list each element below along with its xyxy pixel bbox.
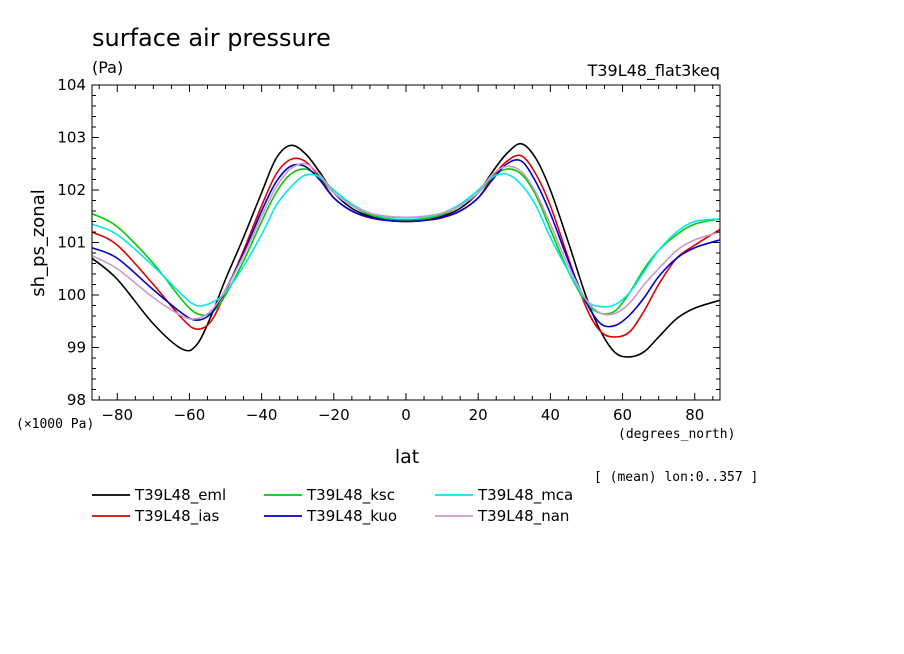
legend-label-T39L48_ksc: T39L48_ksc (306, 486, 395, 505)
plot-lines (91, 142, 721, 358)
experiment-label: T39L48_flat3keq (587, 61, 720, 81)
y-axis-label: sh_ps_zonal (28, 189, 49, 297)
series-line-T39L48_kuo (91, 159, 721, 328)
x-units-label: (degrees_north) (618, 427, 735, 442)
y-scale-label: (×1000 Pa) (16, 417, 94, 432)
x-tick-label: 40 (541, 406, 560, 424)
series-line-T39L48_ias (91, 154, 721, 338)
y-tick-label: 100 (57, 286, 86, 304)
series-line-T39L48_ksc (91, 168, 721, 317)
axis-ticks: −80 −60 −40 −20 0 20 40 60 80 98 99 100 101 102 103 104 (57, 76, 720, 424)
series-line-T39L48_nan (91, 162, 721, 320)
x-tick-label: −40 (246, 406, 278, 424)
y-tick-label: 104 (57, 76, 86, 94)
plot-frame (91, 84, 721, 401)
legend: T39L48_eml T39L48_ias T39L48_ksc T39L48_kuo… (92, 486, 573, 526)
series-line-T39L48_mca (91, 172, 721, 308)
y-tick-label: 99 (67, 339, 86, 357)
legend-label-T39L48_kuo: T39L48_kuo (306, 507, 397, 526)
y-tick-label: 103 (57, 129, 86, 147)
mean-note: [ (mean) lon:0..357 ] (594, 470, 758, 485)
legend-label-T39L48_mca: T39L48_mca (477, 486, 573, 505)
x-tick-label: 60 (613, 406, 632, 424)
legend-label-T39L48_nan: T39L48_nan (477, 507, 569, 526)
x-tick-label: −20 (318, 406, 350, 424)
legend-label-T39L48_eml: T39L48_eml (134, 486, 226, 505)
x-axis-label: lat (395, 446, 419, 468)
y-tick-label: 101 (57, 234, 86, 252)
x-tick-label: 0 (401, 406, 411, 424)
legend-label-T39L48_ias: T39L48_ias (134, 507, 220, 526)
x-tick-label: 80 (685, 406, 704, 424)
x-tick-label: −60 (174, 406, 206, 424)
chart-units: (Pa) (92, 58, 123, 77)
y-tick-label: 98 (67, 391, 86, 409)
x-tick-label: −80 (101, 406, 133, 424)
chart-title: surface air pressure (92, 24, 331, 52)
series-line-T39L48_eml (91, 142, 721, 358)
x-tick-label: 20 (469, 406, 488, 424)
y-tick-label: 102 (57, 181, 86, 199)
